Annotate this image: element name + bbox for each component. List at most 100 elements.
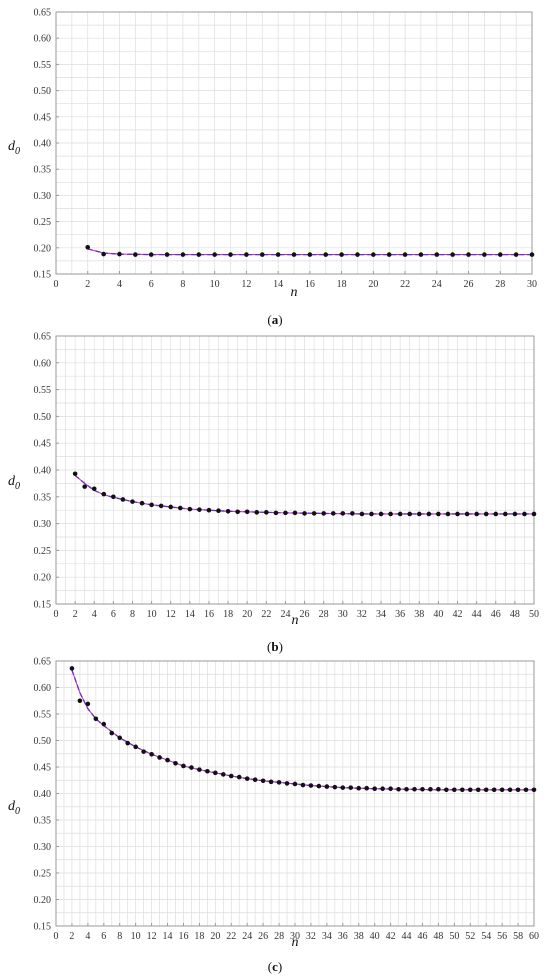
x-tick-label: 40 <box>370 931 380 942</box>
y-tick-label: 0.40 <box>34 789 52 800</box>
data-point <box>507 787 513 793</box>
data-point <box>386 252 392 257</box>
data-point <box>339 252 344 257</box>
x-tick-label: 30 <box>527 279 537 290</box>
data-point <box>436 786 441 792</box>
data-point <box>444 787 449 793</box>
data-point <box>206 507 212 513</box>
data-point <box>259 252 265 257</box>
data-point <box>109 730 115 736</box>
y-tick-label: 0.60 <box>34 34 52 45</box>
data-point <box>85 244 91 250</box>
data-point <box>139 500 145 506</box>
y-axis-c: 0.15 0.20 0.25 0.30 0.35 0.40 0.45 0.50 0.55 0.60… <box>34 657 59 933</box>
data-point <box>82 484 87 489</box>
data-point <box>355 252 360 257</box>
x-tick-label: 10 <box>131 931 141 942</box>
y-axis-title-subscript: 0 <box>15 481 20 492</box>
y-tick-label: 0.15 <box>34 270 52 281</box>
x-tick-label: 26 <box>300 609 310 620</box>
x-tick-label: 0 <box>54 931 59 942</box>
data-point <box>499 787 505 793</box>
x-tick-label: 26 <box>464 279 474 290</box>
y-tick-label: 0.25 <box>34 546 52 557</box>
data-point <box>244 252 249 257</box>
data-point <box>197 507 202 512</box>
y-tick-label: 0.30 <box>34 191 52 202</box>
data-point <box>434 252 440 257</box>
data-point <box>321 511 326 516</box>
x-tick-label: 16 <box>305 279 315 290</box>
y-axis-title-main: d <box>8 799 16 814</box>
data-point <box>332 784 338 790</box>
y-tick-label: 0.55 <box>34 710 52 721</box>
data-point <box>428 786 433 792</box>
x-tick-label: 10 <box>147 609 157 620</box>
data-point <box>173 760 178 766</box>
data-point <box>130 499 135 504</box>
data-point <box>212 252 217 257</box>
data-point <box>311 511 317 516</box>
grid-c <box>55 660 535 927</box>
x-tick-label: 32 <box>357 609 367 620</box>
data-point <box>77 698 83 704</box>
y-tick-label: 0.50 <box>34 86 52 97</box>
x-tick-label: 28 <box>274 931 284 942</box>
data-point <box>91 486 97 492</box>
x-tick-label: 36 <box>395 609 405 620</box>
x-tick-label: 24 <box>280 609 290 620</box>
y-tick-label: 0.45 <box>34 763 52 774</box>
data-point <box>330 511 336 516</box>
data-point <box>407 511 413 517</box>
data-point <box>93 716 99 722</box>
data-point <box>512 511 518 517</box>
x-tick-label: 6 <box>111 609 116 620</box>
data-point <box>418 252 424 257</box>
y-axis-title-subscript: 0 <box>15 146 20 157</box>
y-axis-b: 0.15 0.20 0.25 0.30 0.35 0.40 0.45 0.50 0.55 0.60… <box>34 332 59 611</box>
x-tick-label: 22 <box>261 609 271 620</box>
data-point <box>117 251 122 257</box>
data-point <box>213 770 218 776</box>
y-tick-label: 0.30 <box>34 519 52 530</box>
x-axis-b: 0 2 4 6 8 10 12 14 16 18 20 22 24 26 28 30 32 34 36 38 40 42 4… <box>54 601 539 620</box>
data-point <box>513 252 519 257</box>
data-point <box>291 252 297 257</box>
data-point <box>101 251 106 257</box>
y-tick-label: 0.55 <box>34 385 52 396</box>
data-point <box>324 784 330 789</box>
data-point <box>464 511 470 517</box>
data-point <box>283 510 288 516</box>
data-point <box>225 508 231 514</box>
data-point <box>396 786 401 792</box>
y-tick-label: 0.35 <box>34 816 52 827</box>
x-tick-label: 20 <box>368 279 378 290</box>
data-point <box>268 779 274 785</box>
data-point <box>141 749 146 754</box>
data-point <box>69 666 75 671</box>
data-point <box>523 787 529 793</box>
data-point <box>85 701 91 707</box>
x-axis-c: 0 2 4 6 8 10 12 14 16 18 20 22 24 26 28 30 32 34 36 38 40 42 4… <box>54 923 539 942</box>
x-tick-label: 38 <box>414 609 424 620</box>
data-point <box>235 509 240 515</box>
x-tick-label: 6 <box>101 931 106 942</box>
y-tick-label: 0.40 <box>34 466 52 477</box>
x-tick-label: 8 <box>117 931 122 942</box>
data-point <box>436 511 441 517</box>
data-point <box>364 785 370 791</box>
data-point <box>228 773 234 779</box>
data-point <box>483 511 489 517</box>
data-point <box>340 785 346 790</box>
plot-panel-b: 0 2 4 6 8 10 12 14 16 18 20 22 24 26 28 30 32 34 36 38 40 42 4… <box>8 332 539 629</box>
x-tick-label: 58 <box>513 931 523 942</box>
data-point <box>189 765 194 770</box>
x-tick-label: 8 <box>130 609 135 620</box>
data-point <box>356 785 362 791</box>
grid-b <box>55 335 535 605</box>
y-tick-label: 0.65 <box>34 332 52 343</box>
y-axis-title-c: d0 <box>8 799 20 817</box>
data-point <box>260 778 266 784</box>
x-tick-label: 30 <box>290 931 300 942</box>
x-tick-label: 34 <box>376 609 386 620</box>
